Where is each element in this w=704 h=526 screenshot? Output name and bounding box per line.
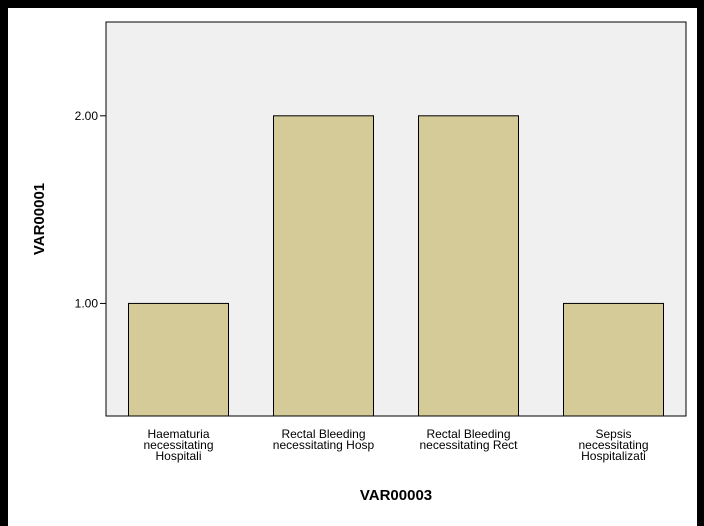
x-axis-labels: Haematuria necessitating Hospitali Rectal B…: [143, 427, 648, 463]
bar-1: [128, 302, 229, 417]
chart-frame: 1.00 2.00 Haematuria necessitating Hospital…: [8, 8, 697, 526]
x-axis-title: VAR00003: [360, 487, 432, 504]
y-tick-label: 1.00: [75, 296, 99, 310]
bars-group: [128, 115, 664, 417]
bar-2: [273, 115, 374, 417]
x-category-label: Rectal Bleeding necessitating Rect: [419, 427, 518, 452]
bar-chart: 1.00 2.00 Haematuria necessitating Hospital…: [31, 21, 687, 504]
y-axis-ticks: 1.00 2.00: [75, 109, 106, 310]
x-category-label: Sepsis necessitating Hospitalizati: [578, 427, 648, 463]
y-axis-title: VAR00001: [31, 183, 48, 255]
x-category-label: Haematuria necessitating Hospitali: [143, 427, 213, 463]
x-category-label: Rectal Bleeding necessitating Hosp: [273, 427, 375, 452]
bar-3: [418, 115, 519, 417]
y-tick-label: 2.00: [75, 109, 99, 123]
bar-4: [563, 302, 664, 417]
